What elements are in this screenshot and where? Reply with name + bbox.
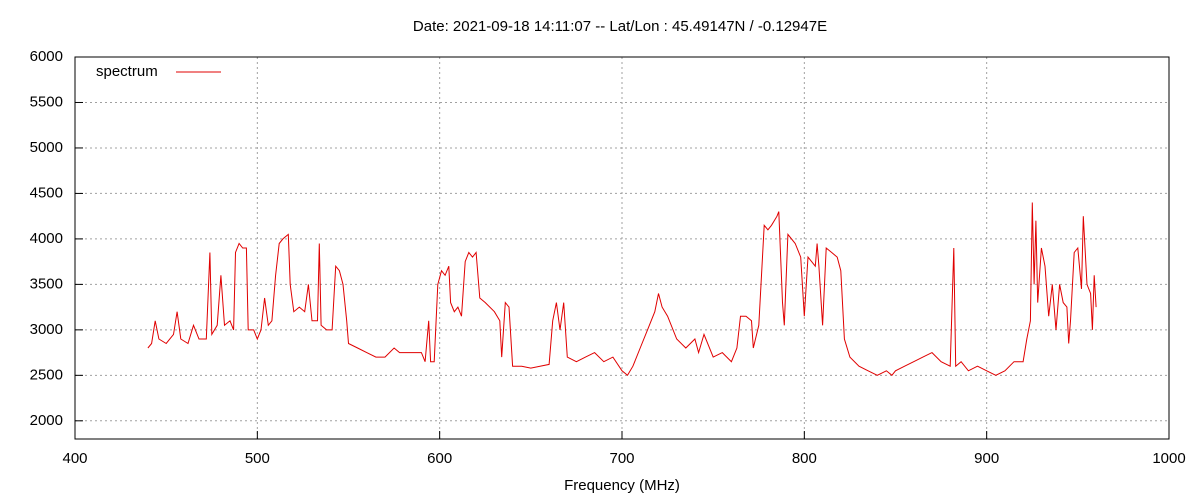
y-tick-label: 4500 <box>30 184 63 201</box>
y-tick-label: 6000 <box>30 48 63 65</box>
y-tick-label: 3000 <box>30 321 63 338</box>
x-tick-label: 900 <box>974 450 999 467</box>
y-tick-label: 2500 <box>30 366 63 383</box>
y-tick-label: 3500 <box>30 275 63 292</box>
y-tick-label: 5500 <box>30 93 63 110</box>
x-axis-label: Frequency (MHz) <box>564 477 680 494</box>
x-tick-label: 500 <box>245 450 270 467</box>
y-tick-label: 4000 <box>30 230 63 247</box>
x-tick-label: 700 <box>609 450 634 467</box>
x-tick-label: 1000 <box>1152 450 1185 467</box>
legend-label: spectrum <box>96 63 158 80</box>
chart-title: Date: 2021-09-18 14:11:07 -- Lat/Lon : 4… <box>413 18 827 35</box>
spectrum-line <box>147 202 1097 377</box>
y-tick-label: 5000 <box>30 139 63 156</box>
plot-border <box>74 56 1170 440</box>
y-tick-label: 2000 <box>30 412 63 429</box>
x-tick-label: 600 <box>427 450 452 467</box>
x-tick-label: 400 <box>62 450 87 467</box>
x-tick-label: 800 <box>792 450 817 467</box>
